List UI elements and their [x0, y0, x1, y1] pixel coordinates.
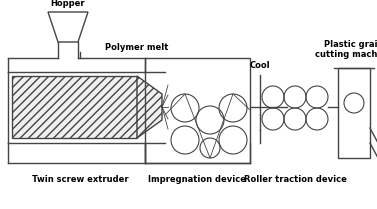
Polygon shape [137, 76, 162, 138]
Bar [12, 76, 137, 138]
Text: Impregnation device: Impregnation device [148, 175, 246, 184]
Text: Twin screw extruder: Twin screw extruder [32, 175, 128, 184]
Text: Roller traction device: Roller traction device [244, 175, 346, 184]
Bar [145, 58, 250, 163]
Text: Plastic grain
cutting machine: Plastic grain cutting machine [316, 40, 377, 59]
Bar [338, 68, 370, 158]
Text: Polymer melt: Polymer melt [105, 43, 169, 52]
Text: Hopper: Hopper [51, 0, 85, 8]
Text: Cool: Cool [250, 61, 270, 70]
